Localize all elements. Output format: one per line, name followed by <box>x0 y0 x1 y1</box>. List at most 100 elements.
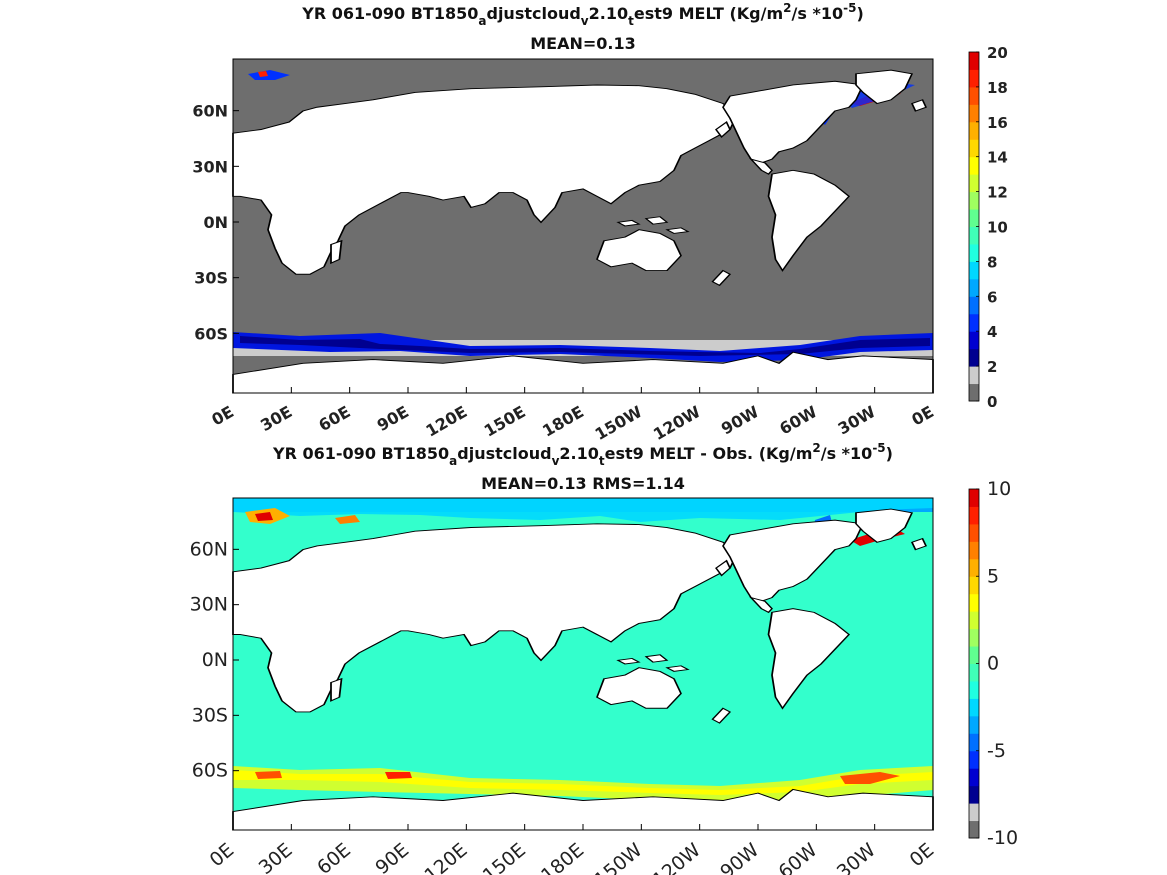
bot-colorbar-segment <box>969 523 979 542</box>
top-y-ticks: 60N 30N 0N 30S 60S <box>192 102 239 343</box>
bot-colorbar-segment <box>969 558 979 577</box>
bot-colorbar-segment <box>969 628 979 647</box>
top-colorbar-segment <box>969 278 979 297</box>
top-colorbar-segment <box>969 156 979 175</box>
top-colorbar-segment <box>969 139 979 158</box>
top-colorbar-segment <box>969 104 979 123</box>
top-colorbar-segment <box>969 209 979 227</box>
bot-colorbar-label: -5 <box>987 740 1006 762</box>
top-colorbar-label: 6 <box>987 288 997 306</box>
top-colorbar-segment <box>969 191 979 210</box>
bot-colorbar-label: 10 <box>987 478 1011 500</box>
bot-colorbar-segment <box>969 750 979 769</box>
bot-xtick-label: 150W <box>590 839 646 875</box>
bot-xtick-label: 60W <box>774 839 821 875</box>
bot-xtick-label: 180E <box>537 839 588 875</box>
top-colorbar-label: 0 <box>987 393 997 411</box>
top-colorbar-segment <box>969 69 979 88</box>
bottom-barents-red <box>255 512 273 521</box>
bottom-so-red2 <box>385 772 412 779</box>
top-xtick-label: 30W <box>835 402 879 439</box>
top-ytick-label: 30N <box>192 157 228 176</box>
bottom-title-line1: YR 061-090 BT1850adjustcloudv2.10test9 M… <box>272 441 893 468</box>
top-mean-label: MEAN=0.13 <box>530 34 636 53</box>
bot-ytick-label: 60N <box>190 538 228 560</box>
top-xtick-label: 0E <box>208 402 237 429</box>
bot-colorbar-segment <box>969 733 979 752</box>
top-xtick-label: 90E <box>374 402 412 435</box>
bot-colorbar-segment <box>969 803 979 822</box>
top-colorbar-segment <box>969 226 979 245</box>
top-colorbar-segment <box>969 52 979 70</box>
bot-ytick-label: 30S <box>192 704 228 726</box>
top-colorbar-segment <box>969 121 979 140</box>
top-title: YR 061-090 BT1850adjustcloudv2.10test9 M… <box>301 1 864 53</box>
bottom-kara-orange <box>335 515 360 524</box>
top-colorbar-segment <box>969 261 979 280</box>
bot-xtick-label: 150E <box>479 839 530 875</box>
top-colorbar-segment <box>969 331 979 350</box>
top-map <box>233 58 933 393</box>
bot-xtick-label: 60E <box>313 839 355 875</box>
bottom-title: YR 061-090 BT1850adjustcloudv2.10test9 M… <box>272 441 893 493</box>
bot-xtick-label: 90W <box>716 839 763 875</box>
bot-xtick-label: 0E <box>906 839 939 871</box>
bottom-so-red1 <box>255 771 282 779</box>
bot-colorbar-segment <box>969 506 979 525</box>
bot-colorbar-segment <box>969 785 979 804</box>
bottom-y-ticks: 60N 30N 0N 30S 60S <box>190 538 239 782</box>
top-xtick-label: 90W <box>718 402 762 439</box>
top-colorbar-segment <box>969 313 979 332</box>
top-xtick-label: 150E <box>481 402 529 441</box>
top-ytick-label: 0N <box>203 213 228 232</box>
top-xtick-label: 120E <box>422 402 470 441</box>
bot-colorbar-segment <box>969 576 979 595</box>
bot-xtick-label: 30W <box>833 839 880 875</box>
bot-colorbar-label: 5 <box>987 565 999 587</box>
bottom-x-ticks: 0E 30E 60E 90E 120E 150E 180E 150W 120W 90W 60W 30W… <box>206 824 939 875</box>
top-colorbar-segment <box>969 174 979 193</box>
bot-xtick-label: 120W <box>649 839 705 875</box>
bottom-colorbar: 10 5 0 -5 -10 <box>968 478 1018 849</box>
bottom-arctic-band2 <box>233 498 933 522</box>
bot-xtick-label: 90E <box>371 839 413 875</box>
bottom-so-band-yellow <box>233 770 933 795</box>
top-colorbar-label: 16 <box>987 114 1008 132</box>
top-x-ticks: 0E 30E 60E 90E 120E 150E 180E 150W 120W 90W 60W 30W… <box>208 387 937 444</box>
bottom-so-red3 <box>840 772 900 784</box>
top-colorbar-label: 14 <box>987 149 1008 167</box>
bottom-mean-rms-label: MEAN=0.13 RMS=1.14 <box>481 474 685 493</box>
top-so-band-navy <box>240 336 930 356</box>
top-panel: YR 061-090 BT1850adjustcloudv2.10test9 M… <box>192 1 1008 444</box>
bot-colorbar-segment <box>969 541 979 560</box>
top-xtick-label: 120W <box>650 402 704 444</box>
top-xtick-label: 0E <box>908 402 937 429</box>
bot-colorbar-segment <box>969 715 979 734</box>
bot-xtick-label: 120E <box>420 839 471 875</box>
bot-colorbar-segment <box>969 680 979 699</box>
top-colorbar-label: 18 <box>987 79 1008 97</box>
bot-colorbar-label: 0 <box>987 653 999 675</box>
top-colorbar-segment <box>969 348 979 367</box>
top-ytick-label: 60N <box>192 102 228 121</box>
top-barents-red <box>258 71 268 77</box>
bot-colorbar-segment <box>969 593 979 612</box>
top-colorbar-segment <box>969 243 979 262</box>
top-colorbar: 0 2 4 6 8 10 12 14 16 18 20 <box>968 44 1008 411</box>
bot-colorbar-segment <box>969 820 979 839</box>
bot-ytick-label: 30N <box>190 594 228 616</box>
top-xtick-label: 60E <box>315 402 353 435</box>
top-colorbar-segment <box>969 366 979 385</box>
bot-colorbar-segment <box>969 768 979 787</box>
top-colorbar-label: 10 <box>987 219 1008 237</box>
top-xtick-label: 30E <box>257 402 295 435</box>
bot-colorbar-segment <box>969 698 979 717</box>
top-ytick-label: 60S <box>194 324 228 343</box>
bot-colorbar-segment <box>969 611 979 630</box>
bottom-map <box>233 497 933 830</box>
top-title-line1: YR 061-090 BT1850adjustcloudv2.10test9 M… <box>301 1 864 28</box>
top-colorbar-label: 20 <box>987 44 1008 62</box>
bot-colorbar-label: -10 <box>987 827 1018 849</box>
top-colorbar-label: 2 <box>987 358 997 376</box>
top-colorbar-label: 12 <box>987 184 1008 202</box>
